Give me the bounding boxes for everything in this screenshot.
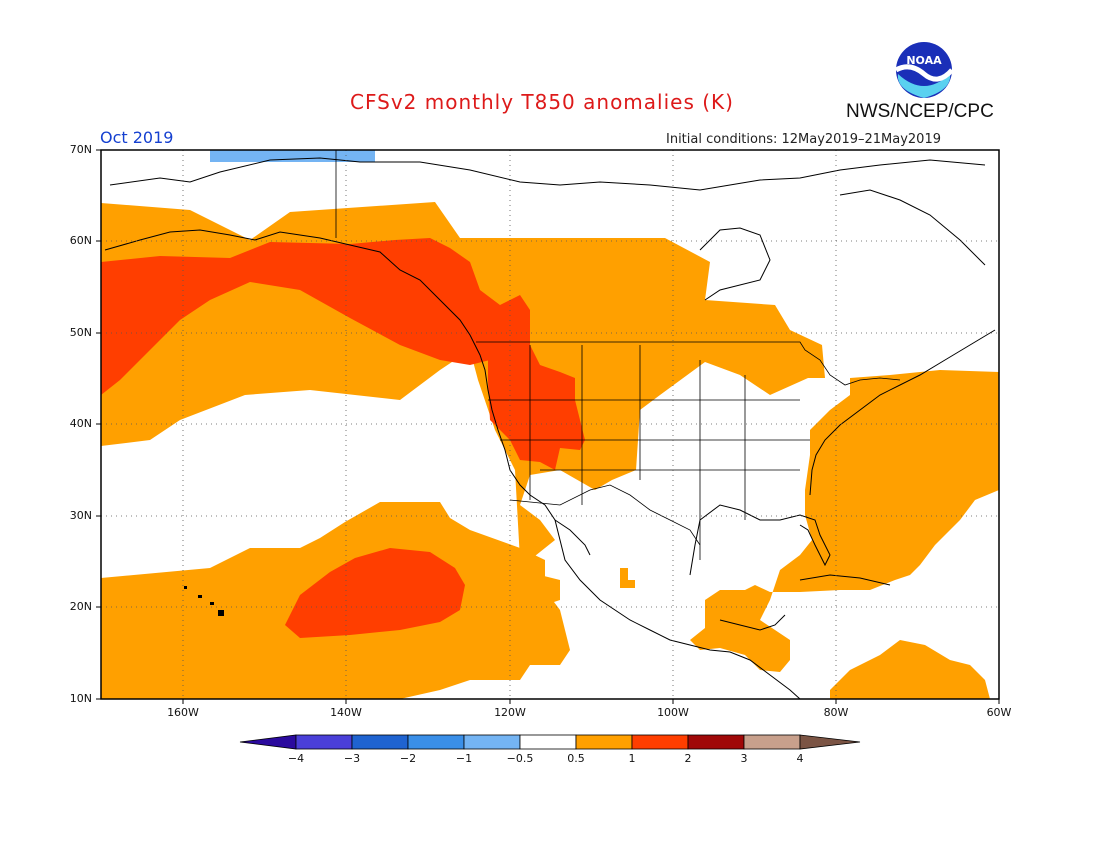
colorbar-segment-neg3-neg2 [351, 734, 409, 750]
colorbar-segment-above-4 [799, 734, 861, 750]
lon-tick-label: 160W [167, 706, 199, 719]
lat-tick-label: 60N [69, 234, 92, 247]
orange-anomaly-north-pacific [101, 202, 825, 580]
lat-tick-label: 40N [69, 417, 92, 430]
orange-anomaly-atlantic [690, 370, 999, 672]
orange-anomaly-small-dot [620, 568, 635, 588]
lat-tick-label: 20N [69, 600, 92, 613]
lon-tick-label: 60W [986, 706, 1012, 719]
hawaii-islands [184, 586, 224, 616]
colorbar-label: −2 [399, 752, 417, 765]
lat-tick-label: 70N [69, 143, 92, 156]
noaa-logo: NOAA [894, 42, 954, 98]
axis-ticks [96, 149, 1000, 704]
agency-label: NWS/NCEP/CPC [846, 101, 994, 122]
colorbar-segment-neg2-neg1 [407, 734, 465, 750]
orange-anomaly-caribbean [830, 640, 990, 699]
red-anomaly-western-us [488, 340, 585, 470]
noaa-logo-text: NOAA [906, 54, 942, 67]
blue-anomaly-region [210, 150, 375, 162]
colorbar-segment-3-4 [743, 734, 801, 750]
colorbar-segment-1-2 [631, 734, 689, 750]
lon-tick-label: 80W [823, 706, 849, 719]
colorbar-label: 3 [740, 752, 748, 765]
colorbar-label: −0.5 [506, 752, 534, 765]
lon-tick-label: 140W [330, 706, 362, 719]
initial-conditions: Initial conditions: 12May2019–21May2019 [666, 132, 941, 147]
colorbar-label: −3 [343, 752, 361, 765]
red-anomaly-subtropical-pacific [285, 548, 465, 638]
chart-title: CFSv2 monthly T850 anomalies (K) [350, 90, 734, 114]
colorbar-segment-2-3 [687, 734, 745, 750]
lat-tick-label: 50N [69, 326, 92, 339]
colorbar-label: 2 [684, 752, 692, 765]
lon-tick-label: 100W [657, 706, 689, 719]
colorbar-segment-below-neg4 [239, 734, 297, 750]
lat-tick-label: 30N [69, 509, 92, 522]
colorbar-segment-05-1 [575, 734, 633, 750]
colorbar-label: −4 [287, 752, 305, 765]
political-boundaries [335, 150, 901, 560]
colorbar-segment-neg1-neg05 [463, 734, 521, 750]
colorbar-label: 1 [628, 752, 636, 765]
colorbar-label: 0.5 [567, 752, 585, 765]
lon-tick-label: 120W [494, 706, 526, 719]
colorbar-label: −1 [455, 752, 473, 765]
coastlines [104, 157, 996, 699]
colorbar-segment-neg05-05 [519, 734, 577, 750]
red-anomaly-gulf-of-alaska [101, 238, 530, 395]
colorbar [239, 734, 861, 750]
colorbar-label: 4 [796, 752, 804, 765]
lat-tick-label: 10N [69, 692, 92, 705]
forecast-month: Oct 2019 [100, 128, 174, 147]
colorbar-segment-neg4-neg3 [295, 734, 353, 750]
